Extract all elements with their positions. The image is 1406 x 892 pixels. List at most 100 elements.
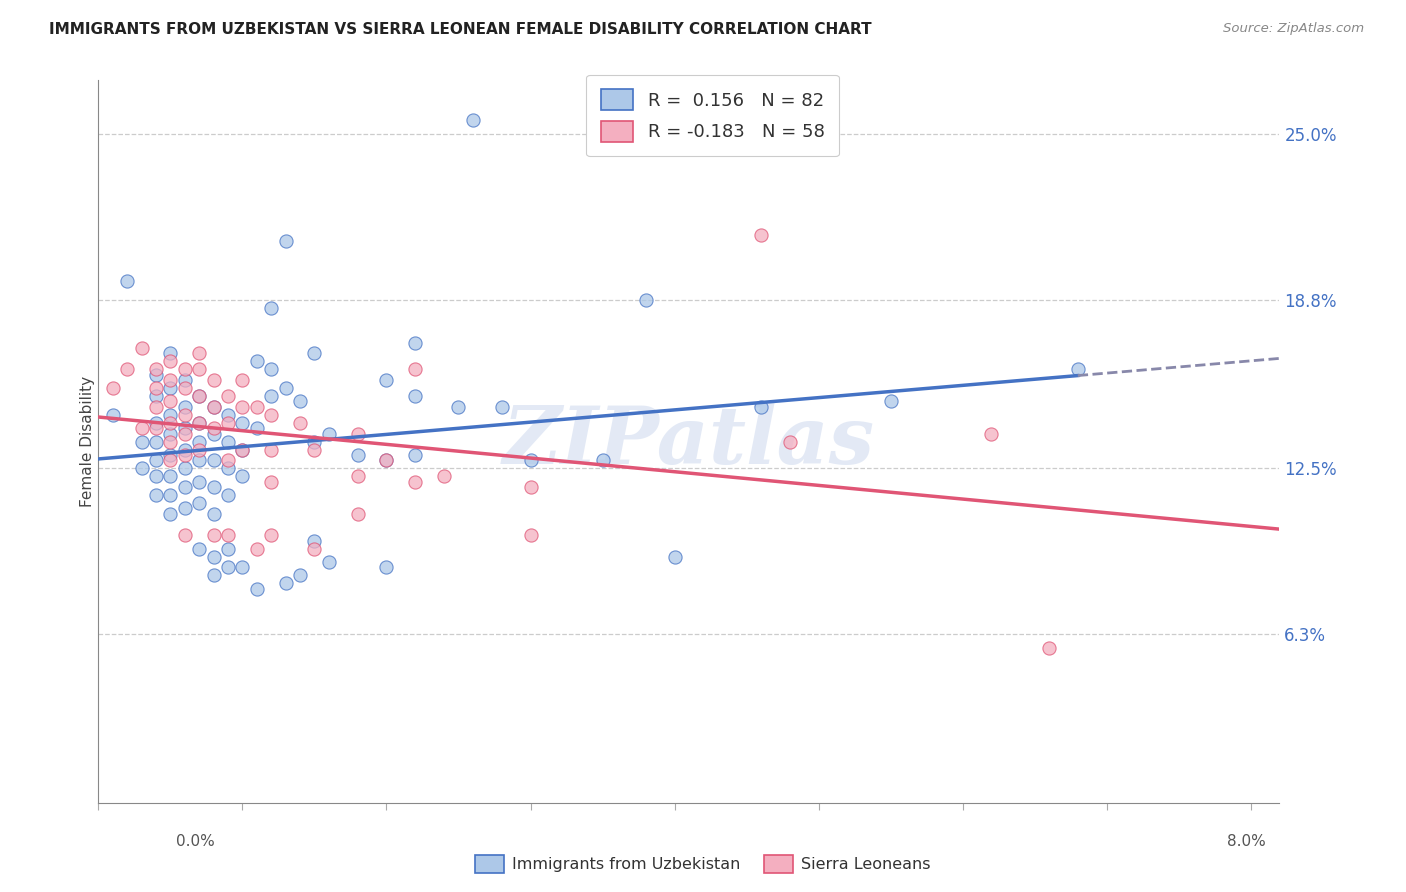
Point — [173, 461, 195, 475]
Point — [217, 528, 239, 542]
Point — [145, 362, 167, 376]
Point — [260, 408, 283, 422]
Point — [159, 434, 181, 449]
Point — [131, 421, 153, 435]
Point — [274, 576, 297, 591]
Point — [173, 448, 195, 462]
Point — [145, 453, 167, 467]
Point — [159, 373, 181, 387]
Point — [202, 507, 225, 521]
Point — [173, 421, 195, 435]
Point — [202, 400, 225, 414]
Point — [592, 453, 614, 467]
Point — [202, 426, 225, 441]
Point — [188, 346, 211, 360]
Point — [188, 442, 211, 457]
Point — [101, 381, 124, 395]
Point — [202, 549, 225, 564]
Legend: R =  0.156   N = 82, R = -0.183   N = 58: R = 0.156 N = 82, R = -0.183 N = 58 — [586, 75, 839, 156]
Point — [159, 394, 181, 409]
Point — [159, 426, 181, 441]
Point — [159, 453, 181, 467]
Point — [188, 541, 211, 556]
Point — [202, 373, 225, 387]
Point — [217, 488, 239, 502]
Point — [260, 389, 283, 403]
Point — [260, 301, 283, 315]
Point — [375, 453, 398, 467]
Point — [217, 389, 239, 403]
Point — [346, 469, 368, 483]
Point — [159, 346, 181, 360]
Point — [260, 362, 283, 376]
Point — [404, 448, 426, 462]
Point — [664, 549, 686, 564]
Text: Source: ZipAtlas.com: Source: ZipAtlas.com — [1223, 22, 1364, 36]
Point — [246, 400, 269, 414]
Point — [159, 416, 181, 430]
Point — [346, 507, 368, 521]
Point — [346, 426, 368, 441]
Point — [274, 234, 297, 248]
Point — [260, 528, 283, 542]
Point — [159, 354, 181, 368]
Point — [318, 555, 340, 569]
Point — [202, 453, 225, 467]
Point — [246, 582, 269, 596]
Point — [231, 416, 253, 430]
Point — [375, 373, 398, 387]
Point — [231, 442, 253, 457]
Point — [188, 389, 211, 403]
Point — [260, 442, 283, 457]
Point — [115, 274, 138, 288]
Point — [304, 346, 326, 360]
Point — [173, 381, 195, 395]
Point — [217, 453, 239, 467]
Point — [145, 469, 167, 483]
Point — [404, 362, 426, 376]
Point — [217, 434, 239, 449]
Point — [231, 400, 253, 414]
Point — [217, 560, 239, 574]
Point — [519, 528, 541, 542]
Point — [246, 421, 269, 435]
Point — [491, 400, 513, 414]
Point — [145, 381, 167, 395]
Point — [375, 560, 398, 574]
Point — [304, 434, 326, 449]
Point — [749, 400, 772, 414]
Point — [145, 488, 167, 502]
Point — [173, 373, 195, 387]
Point — [304, 541, 326, 556]
Point — [173, 528, 195, 542]
Point — [145, 416, 167, 430]
Point — [433, 469, 456, 483]
Point — [519, 453, 541, 467]
Text: ZIPatlas: ZIPatlas — [503, 403, 875, 480]
Point — [202, 568, 225, 582]
Point — [980, 426, 1002, 441]
Point — [246, 354, 269, 368]
Point — [318, 426, 340, 441]
Point — [231, 469, 253, 483]
Point — [288, 394, 311, 409]
Point — [173, 362, 195, 376]
Point — [159, 469, 181, 483]
Point — [404, 389, 426, 403]
Point — [159, 507, 181, 521]
Point — [346, 448, 368, 462]
Point — [173, 442, 195, 457]
Point — [375, 453, 398, 467]
Y-axis label: Female Disability: Female Disability — [80, 376, 94, 508]
Point — [188, 453, 211, 467]
Point — [188, 434, 211, 449]
Point — [145, 389, 167, 403]
Text: IMMIGRANTS FROM UZBEKISTAN VS SIERRA LEONEAN FEMALE DISABILITY CORRELATION CHART: IMMIGRANTS FROM UZBEKISTAN VS SIERRA LEO… — [49, 22, 872, 37]
Point — [188, 416, 211, 430]
Point — [188, 416, 211, 430]
Point — [779, 434, 801, 449]
Point — [231, 560, 253, 574]
Point — [274, 381, 297, 395]
Point — [188, 362, 211, 376]
Text: 8.0%: 8.0% — [1226, 834, 1265, 849]
